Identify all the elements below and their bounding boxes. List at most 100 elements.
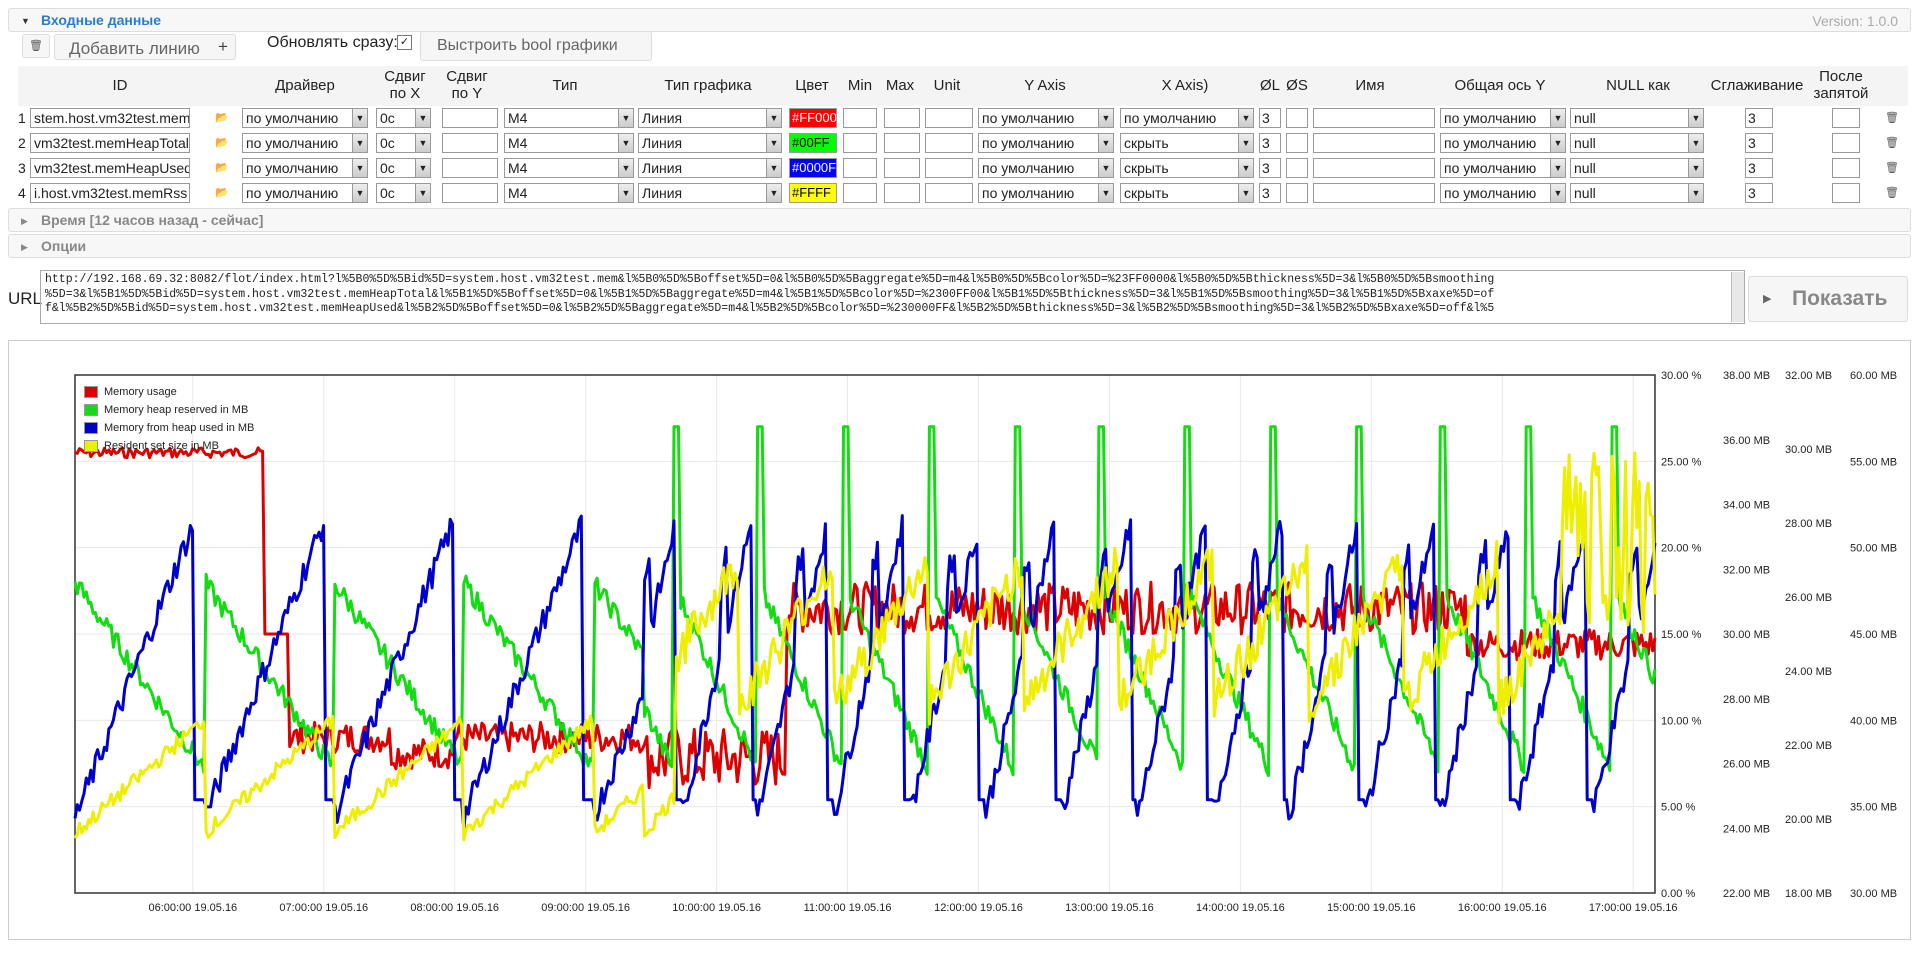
folder-icon[interactable]: 📂	[215, 137, 229, 149]
folder-icon[interactable]: 📂	[215, 187, 229, 199]
y-axis-select[interactable]: по умолчанию ▼	[978, 158, 1114, 178]
url-textarea[interactable]: http://192.168.69.32:8082/flot/index.htm…	[40, 270, 1745, 324]
y-axis-select[interactable]: по умолчанию ▼	[978, 133, 1114, 153]
time-section-header[interactable]: ▶ Время [12 часов назад - сейчас]	[8, 208, 1911, 232]
size-input[interactable]	[1286, 158, 1308, 178]
x-axis-select[interactable]: по умолчанию ▼	[1120, 108, 1254, 128]
id-input[interactable]: vm32test.memHeapUsed	[30, 158, 190, 178]
driver-select[interactable]: по умолчанию ▼	[242, 108, 368, 128]
id-input[interactable]: stem.host.vm32test.mem	[30, 108, 190, 128]
name-input[interactable]	[1313, 158, 1435, 178]
max-input[interactable]	[884, 108, 920, 128]
shift-x-select[interactable]: 0c ▼	[376, 183, 431, 203]
type-select[interactable]: M4 ▼	[504, 183, 634, 203]
driver-select[interactable]: по умолчанию ▼	[242, 133, 368, 153]
null-as-select[interactable]: null ▼	[1570, 183, 1704, 203]
url-scrollbar[interactable]	[1731, 272, 1744, 322]
color-input[interactable]: #FFFF	[789, 183, 837, 203]
folder-icon[interactable]: 📂	[215, 162, 229, 174]
shift-y-input[interactable]	[442, 183, 498, 203]
smoothing-input[interactable]: 3	[1745, 158, 1773, 178]
unit-input[interactable]	[925, 108, 973, 128]
unit-input[interactable]	[925, 183, 973, 203]
y-axis-select[interactable]: по умолчанию ▼	[978, 108, 1114, 128]
min-input[interactable]	[843, 183, 877, 203]
size-input[interactable]	[1286, 108, 1308, 128]
input-data-header[interactable]: ▼ Входные данные Version: 1.0.0	[8, 8, 1911, 32]
name-input[interactable]	[1313, 108, 1435, 128]
x-tick-label: 07:00:00 19.05.16	[279, 902, 368, 914]
options-section-title: Опции	[41, 238, 87, 254]
type-select[interactable]: M4 ▼	[504, 133, 634, 153]
smoothing-input[interactable]: 3	[1745, 183, 1773, 203]
url-line: %5D=3&l%5B1%5D%5Bid%5D=system.host.vm32t…	[45, 287, 1495, 301]
max-input[interactable]	[884, 158, 920, 178]
shift-y-input[interactable]	[442, 108, 498, 128]
type-select[interactable]: M4 ▼	[504, 108, 634, 128]
delete-all-button[interactable]: 🗑	[22, 34, 50, 58]
color-input[interactable]: #0000F	[789, 158, 837, 178]
chart-type-select[interactable]: Линия ▼	[638, 133, 782, 153]
color-input[interactable]: #FF000	[789, 108, 837, 128]
min-input[interactable]	[843, 158, 877, 178]
legend-label: Memory from heap used in MB	[104, 422, 255, 434]
delete-row-button[interactable]: 🗑	[1884, 186, 1900, 199]
x-axis-select[interactable]: скрыть ▼	[1120, 158, 1254, 178]
delete-row-button[interactable]: 🗑	[1884, 111, 1900, 124]
common-y-select[interactable]: по умолчанию ▼	[1440, 158, 1566, 178]
id-input[interactable]: vm32test.memHeapTotal	[30, 133, 190, 153]
shift-x-select[interactable]: 0c ▼	[376, 158, 431, 178]
unit-input[interactable]	[925, 133, 973, 153]
id-input[interactable]: i.host.vm32test.memRss	[30, 183, 190, 203]
shift-y-input[interactable]	[442, 133, 498, 153]
x-axis-select[interactable]: скрыть ▼	[1120, 133, 1254, 153]
unit-input[interactable]	[925, 158, 973, 178]
after-comma-input[interactable]	[1832, 158, 1860, 178]
chart-type-select[interactable]: Линия ▼	[638, 108, 782, 128]
chart-panel: 06:00:00 19.05.16 07:00:00 19.05.16 08:00:…	[8, 340, 1911, 940]
after-comma-input[interactable]	[1832, 183, 1860, 203]
thickness-input[interactable]: 3	[1259, 133, 1281, 153]
min-input[interactable]	[843, 108, 877, 128]
common-y-select[interactable]: по умолчанию ▼	[1440, 133, 1566, 153]
min-input[interactable]	[843, 133, 877, 153]
type-select[interactable]: M4 ▼	[504, 158, 634, 178]
chart-type-select[interactable]: Линия ▼	[638, 158, 782, 178]
thickness-input[interactable]: 3	[1259, 183, 1281, 203]
y-axis-select[interactable]: по умолчанию ▼	[978, 183, 1114, 203]
memory-chart[interactable]: 06:00:00 19.05.16 07:00:00 19.05.16 08:00:…	[9, 341, 1910, 939]
driver-select[interactable]: по умолчанию ▼	[242, 158, 368, 178]
show-button[interactable]: ▶ Показать	[1748, 276, 1908, 322]
shift-y-input[interactable]	[442, 158, 498, 178]
null-as-select[interactable]: null ▼	[1570, 133, 1704, 153]
common-y-select[interactable]: по умолчанию ▼	[1440, 108, 1566, 128]
x-axis-select[interactable]: скрыть ▼	[1120, 183, 1254, 203]
shift-x-select[interactable]: 0c ▼	[376, 133, 431, 153]
max-input[interactable]	[884, 133, 920, 153]
update-now-checkbox[interactable]: ✓	[397, 35, 412, 50]
add-line-button[interactable]: Добавить линию +	[54, 34, 236, 60]
after-comma-input[interactable]	[1832, 108, 1860, 128]
size-input[interactable]	[1286, 133, 1308, 153]
name-input[interactable]	[1313, 183, 1435, 203]
smoothing-input[interactable]: 3	[1745, 108, 1773, 128]
thickness-input[interactable]: 3	[1259, 108, 1281, 128]
build-bool-button[interactable]: Выстроить bool графики	[420, 31, 652, 61]
delete-row-button[interactable]: 🗑	[1884, 136, 1900, 149]
size-input[interactable]	[1286, 183, 1308, 203]
name-input[interactable]	[1313, 133, 1435, 153]
common-y-select[interactable]: по умолчанию ▼	[1440, 183, 1566, 203]
options-section-header[interactable]: ▶ Опции	[8, 234, 1911, 258]
chart-type-select[interactable]: Линия ▼	[638, 183, 782, 203]
thickness-input[interactable]: 3	[1259, 158, 1281, 178]
folder-icon[interactable]: 📂	[215, 112, 229, 124]
null-as-select[interactable]: null ▼	[1570, 158, 1704, 178]
shift-x-select[interactable]: 0c ▼	[376, 108, 431, 128]
smoothing-input[interactable]: 3	[1745, 133, 1773, 153]
color-input[interactable]: #00FF	[789, 133, 837, 153]
max-input[interactable]	[884, 183, 920, 203]
after-comma-input[interactable]	[1832, 133, 1860, 153]
null-as-select[interactable]: null ▼	[1570, 108, 1704, 128]
driver-select[interactable]: по умолчанию ▼	[242, 183, 368, 203]
delete-row-button[interactable]: 🗑	[1884, 161, 1900, 174]
